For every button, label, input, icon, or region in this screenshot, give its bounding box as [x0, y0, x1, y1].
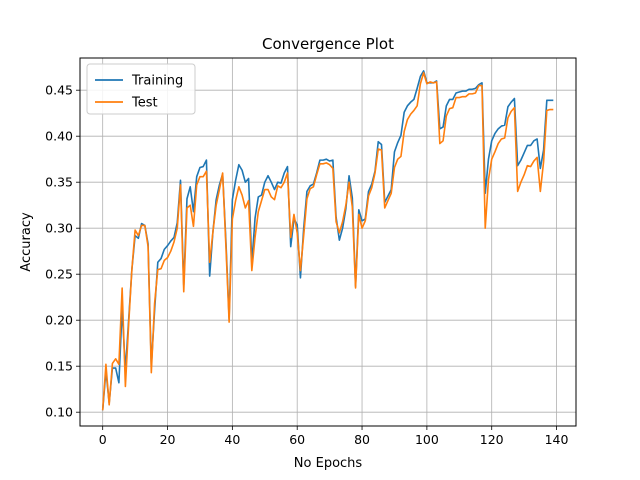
x-tick-label: 80	[354, 432, 370, 447]
y-tick-label: 0.10	[45, 405, 73, 420]
x-tick-label: 60	[289, 432, 305, 447]
x-tick-label: 140	[545, 432, 569, 447]
x-axis-label: No Epochs	[294, 456, 363, 471]
y-tick-label: 0.20	[45, 313, 73, 328]
chart-title: Convergence Plot	[262, 35, 394, 53]
x-axis-ticks: 0 20 40 60 80 100 120 140	[99, 426, 569, 447]
legend: Training Test	[86, 63, 196, 115]
y-tick-label: 0.45	[45, 83, 73, 98]
x-tick-label: 100	[415, 432, 439, 447]
y-tick-label: 0.40	[45, 129, 73, 144]
x-tick-label: 0	[99, 432, 107, 447]
x-tick-label: 120	[480, 432, 504, 447]
y-tick-label: 0.15	[45, 359, 73, 374]
y-tick-label: 0.30	[45, 221, 73, 236]
plot-area-frame	[79, 57, 577, 427]
x-tick-label: 40	[224, 432, 240, 447]
legend-label-test: Test	[131, 96, 158, 111]
x-tick-label: 20	[160, 432, 176, 447]
legend-label-training: Training	[131, 74, 183, 89]
series-lines	[101, 70, 554, 411]
y-tick-label: 0.35	[45, 175, 73, 190]
y-axis-ticks: 0.10 0.15 0.20 0.25 0.30 0.35 0.40 0.45	[45, 83, 80, 420]
series-line-test	[101, 71, 554, 411]
y-tick-label: 0.25	[45, 267, 73, 282]
grid-lines	[80, 58, 576, 426]
y-axis-label: Accuracy	[19, 212, 34, 272]
